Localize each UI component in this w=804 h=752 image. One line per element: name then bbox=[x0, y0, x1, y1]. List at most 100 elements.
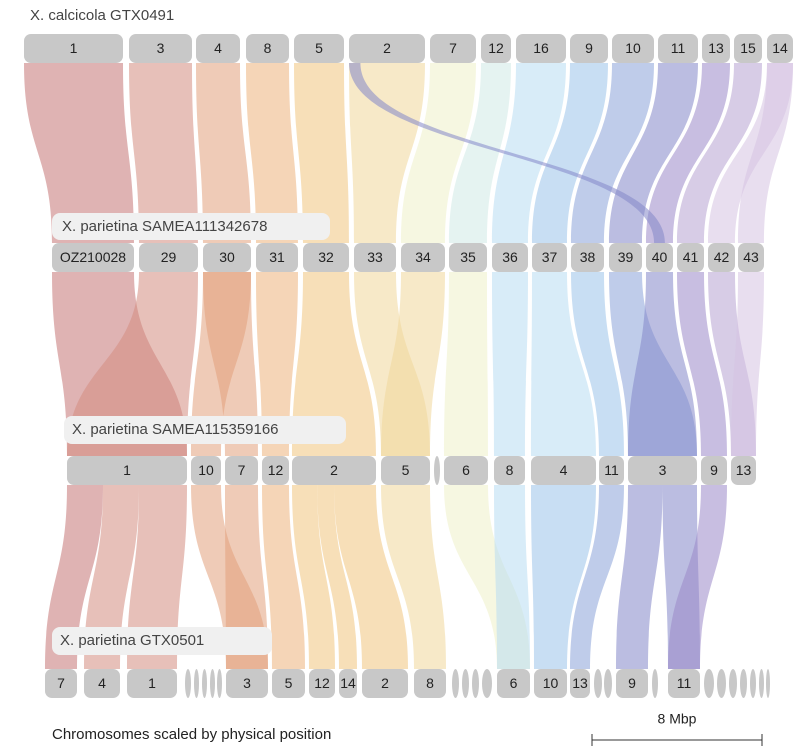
small-contig bbox=[704, 669, 714, 698]
chromosome bbox=[497, 669, 530, 698]
chromosome-label: 13 bbox=[736, 462, 752, 478]
ribbon bbox=[24, 63, 134, 243]
chromosome bbox=[658, 34, 698, 63]
chromosome bbox=[309, 669, 335, 698]
small-contig bbox=[759, 669, 764, 698]
ribbon bbox=[401, 63, 476, 243]
chromosome-label: 14 bbox=[340, 675, 356, 691]
scale-label: 8 Mbp bbox=[658, 711, 697, 727]
chromosome-label: 32 bbox=[318, 249, 334, 265]
chromosome bbox=[226, 669, 268, 698]
chromosome bbox=[449, 243, 487, 272]
ribbon bbox=[129, 63, 198, 243]
ribbon bbox=[225, 485, 268, 669]
chromosome-label: 11 bbox=[604, 462, 619, 478]
chromosome bbox=[354, 243, 396, 272]
chromosome bbox=[349, 34, 425, 63]
chromosome-label: 13 bbox=[708, 40, 724, 56]
ribbon bbox=[531, 485, 596, 669]
chromosome-label: 38 bbox=[580, 249, 596, 265]
label-bg bbox=[52, 627, 272, 655]
chromosome-label: 7 bbox=[238, 462, 246, 478]
chromosome-label: 5 bbox=[315, 40, 323, 56]
chromosome-label: 1 bbox=[123, 462, 131, 478]
chromosome-label: 9 bbox=[710, 462, 718, 478]
small-contig bbox=[462, 669, 469, 698]
chromosome bbox=[531, 456, 596, 485]
small-contig bbox=[594, 669, 602, 698]
small-contig bbox=[740, 669, 747, 698]
ribbon bbox=[334, 485, 408, 669]
chromosome-label: 10 bbox=[198, 462, 214, 478]
chromosome-label: 1 bbox=[70, 40, 78, 56]
chromosome-label: 8 bbox=[426, 675, 434, 691]
ribbon bbox=[67, 272, 198, 456]
small-contig bbox=[452, 669, 459, 698]
footer-note: Chromosomes scaled by physical position bbox=[52, 726, 331, 743]
small-contig bbox=[729, 669, 737, 698]
chromosome-label: 3 bbox=[157, 40, 165, 56]
chromosome bbox=[481, 34, 511, 63]
chromosome bbox=[196, 34, 240, 63]
ribbon bbox=[127, 485, 187, 669]
chromosome bbox=[616, 669, 648, 698]
chromosome-label: 2 bbox=[383, 40, 391, 56]
small-contig bbox=[482, 669, 492, 698]
ribbon bbox=[203, 272, 258, 456]
chromosome bbox=[139, 243, 198, 272]
ribbon bbox=[628, 272, 697, 456]
chromosome-label: 35 bbox=[460, 249, 476, 265]
small-contig bbox=[766, 669, 770, 698]
chromosome bbox=[738, 243, 764, 272]
chromosome-label: 36 bbox=[502, 249, 518, 265]
chromosome-label: 16 bbox=[533, 40, 549, 56]
ribbon bbox=[45, 485, 103, 669]
chromosome bbox=[571, 243, 604, 272]
ribbon bbox=[246, 63, 298, 243]
chromosome-label: 12 bbox=[488, 40, 504, 56]
chromosome-label: 43 bbox=[743, 249, 759, 265]
chromosome-label: 4 bbox=[98, 675, 106, 691]
chromosome-label: 2 bbox=[381, 675, 389, 691]
small-contig bbox=[604, 669, 612, 698]
chromosome bbox=[516, 34, 566, 63]
chromosome bbox=[292, 456, 376, 485]
ribbon bbox=[262, 485, 305, 669]
chromosome-label: 14 bbox=[772, 40, 788, 56]
chromosome bbox=[246, 34, 289, 63]
genome-label: X. calcicola GTX0491 bbox=[30, 7, 174, 24]
small-contig bbox=[652, 669, 658, 698]
chromosome-label: 8 bbox=[506, 462, 514, 478]
ribbon bbox=[532, 63, 608, 243]
chromosome bbox=[668, 669, 700, 698]
ribbon bbox=[731, 272, 764, 456]
small-contig bbox=[194, 669, 199, 698]
chromosome-label: 40 bbox=[652, 249, 668, 265]
genome-label: X. parietina SAMEA111342678 bbox=[62, 218, 267, 235]
ribbon bbox=[256, 272, 298, 456]
chromosome bbox=[677, 243, 704, 272]
chromosome bbox=[272, 669, 305, 698]
chromosome-label: 5 bbox=[285, 675, 293, 691]
scale-bar bbox=[591, 734, 763, 746]
small-contig bbox=[217, 669, 222, 698]
chromosome-label: 11 bbox=[677, 675, 692, 691]
small-contig bbox=[434, 456, 440, 485]
chromosome-label: 9 bbox=[585, 40, 593, 56]
ribbon bbox=[84, 485, 139, 669]
ribbons bbox=[24, 63, 793, 669]
chromosome bbox=[612, 34, 654, 63]
chromosome-label: 4 bbox=[560, 462, 568, 478]
chromosome bbox=[414, 669, 446, 698]
chromosome bbox=[339, 669, 357, 698]
chromosome bbox=[767, 34, 793, 63]
small-contig bbox=[750, 669, 756, 698]
ribbon bbox=[381, 272, 445, 456]
small-contig bbox=[472, 669, 479, 698]
ribbon bbox=[349, 63, 665, 243]
chromosome bbox=[734, 34, 762, 63]
chromosome-label: 10 bbox=[625, 40, 641, 56]
chromosome-label: 31 bbox=[269, 249, 285, 265]
chromosome bbox=[67, 456, 187, 485]
